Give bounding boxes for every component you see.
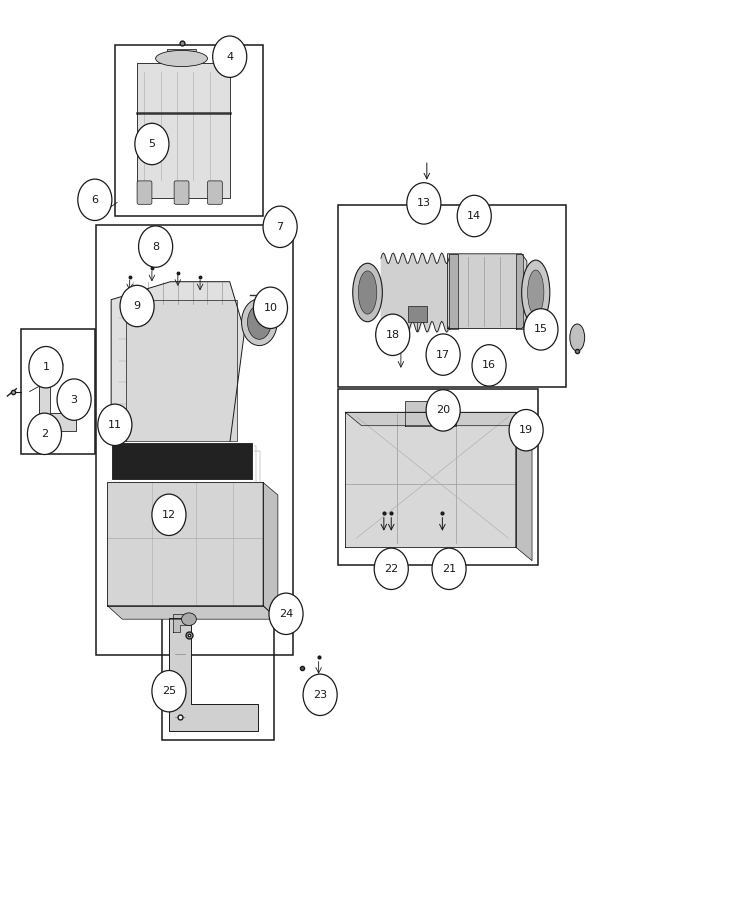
FancyBboxPatch shape: [207, 181, 222, 204]
Circle shape: [432, 548, 466, 590]
Text: 1: 1: [42, 362, 50, 373]
Text: 11: 11: [108, 419, 122, 430]
Text: 17: 17: [436, 349, 451, 360]
Ellipse shape: [242, 299, 277, 346]
Ellipse shape: [528, 270, 544, 315]
Circle shape: [253, 287, 288, 328]
Polygon shape: [405, 401, 456, 426]
Bar: [338, 205, 566, 387]
Circle shape: [213, 36, 247, 77]
Polygon shape: [169, 618, 258, 731]
Polygon shape: [173, 614, 191, 632]
Polygon shape: [111, 282, 245, 444]
Circle shape: [509, 410, 543, 451]
Text: 12: 12: [162, 509, 176, 520]
Polygon shape: [516, 254, 523, 328]
Circle shape: [120, 285, 154, 327]
Text: 15: 15: [534, 324, 548, 335]
Circle shape: [135, 123, 169, 165]
Text: 7: 7: [276, 221, 284, 232]
Bar: [162, 607, 274, 740]
Text: 2: 2: [41, 428, 48, 439]
Polygon shape: [345, 412, 516, 547]
Text: 10: 10: [264, 302, 277, 313]
Bar: [338, 389, 538, 565]
Polygon shape: [448, 254, 527, 328]
Ellipse shape: [359, 271, 376, 314]
Polygon shape: [345, 412, 532, 426]
Circle shape: [426, 390, 460, 431]
Circle shape: [269, 593, 303, 634]
Circle shape: [407, 183, 441, 224]
Circle shape: [152, 670, 186, 712]
Ellipse shape: [353, 264, 382, 322]
Bar: [111, 442, 253, 480]
Polygon shape: [263, 482, 278, 619]
Polygon shape: [137, 63, 230, 198]
Polygon shape: [126, 300, 237, 441]
Text: 8: 8: [152, 241, 159, 252]
Circle shape: [139, 226, 173, 267]
Polygon shape: [107, 482, 263, 606]
Bar: [21, 329, 95, 454]
Circle shape: [57, 379, 91, 420]
Text: 20: 20: [436, 405, 451, 416]
Circle shape: [78, 179, 112, 220]
Text: 13: 13: [417, 198, 431, 209]
Text: 14: 14: [467, 211, 482, 221]
Polygon shape: [449, 254, 458, 328]
Text: 19: 19: [519, 425, 534, 436]
Text: 23: 23: [313, 689, 328, 700]
FancyBboxPatch shape: [137, 181, 152, 204]
Circle shape: [374, 548, 408, 590]
Text: 9: 9: [133, 301, 141, 311]
Text: 6: 6: [91, 194, 99, 205]
Circle shape: [152, 494, 186, 536]
Text: 22: 22: [384, 563, 399, 574]
Ellipse shape: [570, 324, 585, 351]
Bar: [111, 442, 253, 480]
Text: 24: 24: [279, 608, 293, 619]
Circle shape: [472, 345, 506, 386]
Bar: [115, 45, 263, 216]
Circle shape: [524, 309, 558, 350]
Polygon shape: [516, 412, 532, 561]
Polygon shape: [167, 49, 196, 63]
Bar: [96, 225, 293, 655]
Circle shape: [27, 413, 62, 454]
Ellipse shape: [522, 260, 550, 325]
Circle shape: [263, 206, 297, 248]
Circle shape: [303, 674, 337, 716]
Polygon shape: [107, 606, 278, 619]
Text: 21: 21: [442, 563, 456, 574]
Circle shape: [376, 314, 410, 356]
Text: 3: 3: [70, 394, 78, 405]
Text: 18: 18: [385, 329, 400, 340]
Bar: [408, 306, 427, 322]
Circle shape: [426, 334, 460, 375]
Bar: [115, 446, 256, 484]
Polygon shape: [39, 373, 76, 431]
Circle shape: [29, 346, 63, 388]
Text: 16: 16: [482, 360, 496, 371]
Text: 4: 4: [226, 51, 233, 62]
FancyBboxPatch shape: [174, 181, 189, 204]
Bar: [119, 451, 260, 489]
Ellipse shape: [182, 613, 196, 626]
Circle shape: [98, 404, 132, 446]
Text: 25: 25: [162, 686, 176, 697]
Text: 5: 5: [148, 139, 156, 149]
Ellipse shape: [247, 305, 271, 339]
Circle shape: [457, 195, 491, 237]
Ellipse shape: [156, 50, 207, 67]
